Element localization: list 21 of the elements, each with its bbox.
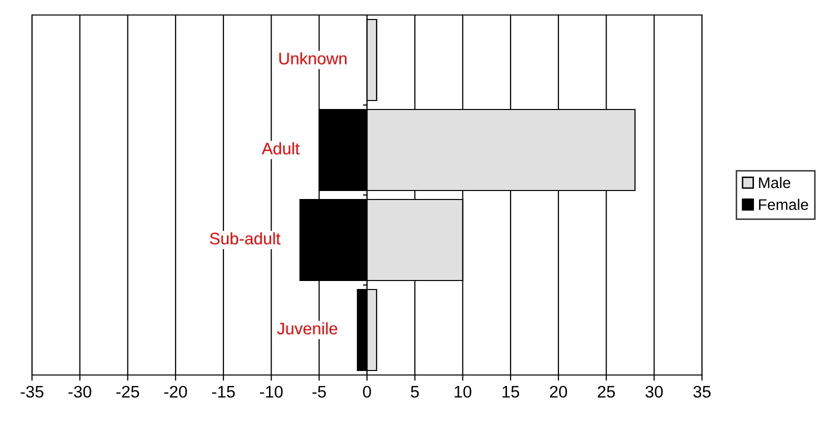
x-tick-label: -20 — [164, 386, 187, 398]
y-tick-label: Adult — [262, 142, 300, 154]
y-tick-label: Juvenile — [277, 322, 338, 334]
x-tick-label: -10 — [260, 386, 283, 398]
y-tick-label: Unknown — [279, 52, 346, 64]
x-tick-label: -30 — [68, 386, 92, 398]
x-tick-label: -15 — [212, 386, 235, 398]
x-tick-label: 25 — [598, 386, 615, 398]
y-tick-label: Sub-adult — [210, 232, 280, 244]
x-tick-label: 15 — [502, 386, 520, 398]
x-tick-label: -25 — [116, 386, 140, 398]
x-tick-label: 35 — [693, 386, 711, 398]
x-tick-label: 30 — [646, 386, 663, 398]
x-tick-label: 20 — [550, 386, 568, 398]
x-tick-label: 0 — [363, 386, 371, 398]
x-tick-label: -5 — [312, 386, 326, 398]
legend-label: Female — [759, 198, 808, 210]
x-tick-label: 10 — [454, 386, 472, 398]
x-tick-label: 5 — [410, 386, 419, 398]
legend-label: Male — [759, 176, 790, 188]
x-tick-label: -35 — [20, 386, 44, 398]
